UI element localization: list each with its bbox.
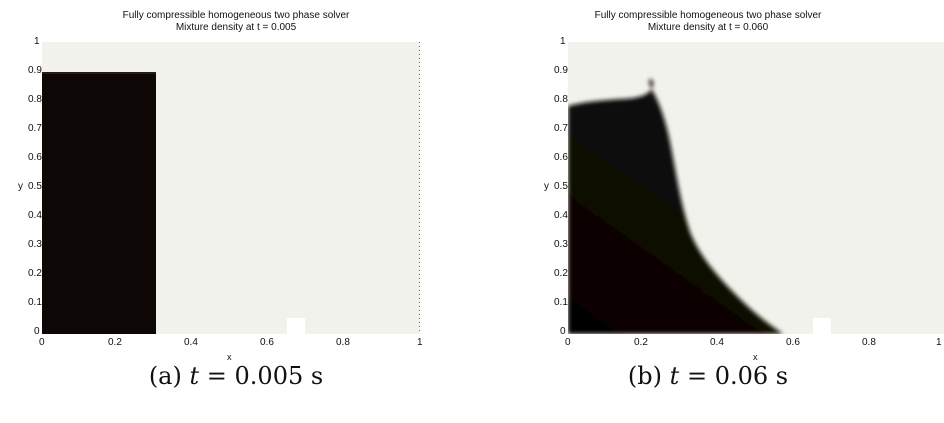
y-tick-a-0.4: 0.4 xyxy=(28,210,42,221)
x-tick-a-0.2: 0.2 xyxy=(108,337,122,348)
x-tick-a-0.4: 0.4 xyxy=(184,337,198,348)
density-plot-a xyxy=(42,42,420,334)
x-axis-label-a: x xyxy=(227,352,232,362)
y-tick-b-0.3: 0.3 xyxy=(554,239,568,250)
y-tick-b-0.2: 0.2 xyxy=(554,268,568,279)
x-tick-a-0: 0 xyxy=(39,337,45,348)
dense-fluid-b xyxy=(568,79,783,334)
plot-title-b-line2: Mixture density at t = 0.060 xyxy=(647,22,769,33)
y-tick-a-0.2: 0.2 xyxy=(28,268,42,279)
caption-b: (b) t = 0.06 s xyxy=(472,362,944,390)
y-tick-a-0: 0 xyxy=(34,326,40,337)
y-axis-label-a: y xyxy=(18,181,23,192)
y-tick-a-0.8: 0.8 xyxy=(28,94,42,105)
y-tick-a-1: 1 xyxy=(34,36,40,47)
y-tick-b-0.4: 0.4 xyxy=(554,210,568,221)
x-tick-b-0.4: 0.4 xyxy=(710,337,724,348)
y-tick-b-0.8: 0.8 xyxy=(554,94,568,105)
y-tick-b-0: 0 xyxy=(560,326,566,337)
x-tick-b-0: 0 xyxy=(565,337,571,348)
caption-b-rest: = 0.06 s xyxy=(686,362,789,390)
y-tick-b-1: 1 xyxy=(560,36,566,47)
figure-panel-a: Fully compressible homogeneous two phase… xyxy=(0,10,472,390)
y-tick-b-0.1: 0.1 xyxy=(554,297,568,308)
x-tick-a-0.8: 0.8 xyxy=(336,337,350,348)
y-tick-b-0.9: 0.9 xyxy=(554,65,568,76)
x-tick-a-0.6: 0.6 xyxy=(260,337,274,348)
x-tick-b-0.8: 0.8 xyxy=(862,337,876,348)
y-tick-a-0.7: 0.7 xyxy=(28,123,42,134)
caption-b-var: t xyxy=(669,362,680,390)
y-tick-a-0.3: 0.3 xyxy=(28,239,42,250)
y-tick-b-0.6: 0.6 xyxy=(554,152,568,163)
y-tick-a-0.1: 0.1 xyxy=(28,297,42,308)
caption-a-var: t xyxy=(189,362,200,390)
plot-title-a: Fully compressible homogeneous two phase… xyxy=(0,10,472,34)
x-tick-b-0.2: 0.2 xyxy=(634,337,648,348)
notch-b xyxy=(813,318,831,334)
notch-a xyxy=(287,318,305,334)
column-top-edge-a xyxy=(42,72,156,74)
x-axis-label-b: x xyxy=(753,352,758,362)
density-plot-b xyxy=(568,42,944,334)
x-tick-a-1: 1 xyxy=(417,337,423,348)
x-tick-b-0.6: 0.6 xyxy=(786,337,800,348)
y-tick-a-0.5: 0.5 xyxy=(28,181,42,192)
dense-fluid-column-a xyxy=(42,72,156,334)
plot-title-a-line2: Mixture density at t = 0.005 xyxy=(175,22,297,33)
plot-title-b: Fully compressible homogeneous two phase… xyxy=(472,10,944,34)
y-tick-b-0.7: 0.7 xyxy=(554,123,568,134)
caption-a: (a) t = 0.005 s xyxy=(0,362,472,390)
caption-a-rest: = 0.005 s xyxy=(206,362,324,390)
y-tick-a-0.9: 0.9 xyxy=(28,65,42,76)
caption-a-prefix: (a) xyxy=(148,362,182,390)
figure-panel-b: Fully compressible homogeneous two phase… xyxy=(472,0,944,423)
x-tick-b-1: 1 xyxy=(936,337,942,348)
y-tick-b-0.5: 0.5 xyxy=(554,181,568,192)
plot-title-b-line1: Fully compressible homogeneous two phase… xyxy=(594,10,822,21)
y-axis-label-b: y xyxy=(544,181,549,192)
y-tick-a-0.6: 0.6 xyxy=(28,152,42,163)
caption-b-prefix: (b) xyxy=(627,362,663,390)
plot-title-a-line1: Fully compressible homogeneous two phase… xyxy=(122,10,350,21)
